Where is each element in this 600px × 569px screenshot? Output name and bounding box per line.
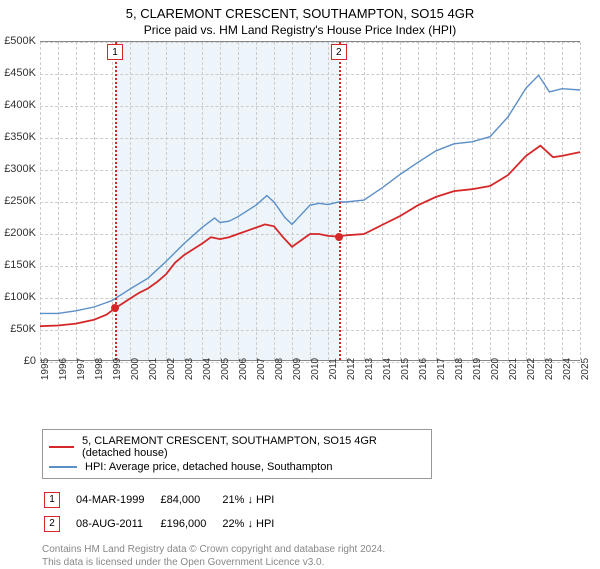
legend-swatch <box>49 446 74 448</box>
x-axis-label: 2001 <box>148 358 159 380</box>
chart-title: 5, CLAREMONT CRESCENT, SOUTHAMPTON, SO15… <box>0 0 600 21</box>
x-axis-label: 2007 <box>256 358 267 380</box>
x-axis-label: 2025 <box>580 358 591 380</box>
y-axis-label: £400K <box>4 99 36 111</box>
event-row: 2 08-AUG-2011£196,00022% ↓ HPI <box>44 513 288 535</box>
event-price: £196,000 <box>160 513 220 535</box>
x-axis-label: 2020 <box>490 358 501 380</box>
footnote: Contains HM Land Registry data © Crown c… <box>42 543 562 569</box>
event-index-box: 1 <box>44 492 60 508</box>
x-axis-label: 2018 <box>454 358 465 380</box>
event-row: 1 04-MAR-1999£84,00021% ↓ HPI <box>44 489 288 511</box>
x-axis-label: 2013 <box>364 358 375 380</box>
x-axis-label: 2022 <box>526 358 537 380</box>
line-series-svg <box>40 42 580 362</box>
x-axis-label: 2010 <box>310 358 321 380</box>
y-axis-label: £150K <box>4 259 36 271</box>
y-axis-label: £0 <box>24 355 36 367</box>
x-axis-label: 1998 <box>94 358 105 380</box>
x-axis-label: 2011 <box>328 358 339 380</box>
y-axis-label: £450K <box>4 67 36 79</box>
x-axis-label: 2009 <box>292 358 303 380</box>
y-axis-label: £300K <box>4 163 36 175</box>
x-axis-label: 2024 <box>562 358 573 380</box>
footnote-line-1: Contains HM Land Registry data © Crown c… <box>42 544 385 555</box>
chart-subtitle: Price paid vs. HM Land Registry's House … <box>0 21 600 41</box>
plot-area: 12 <box>40 41 580 361</box>
chart-area: £0£50K£100K£150K£200K£250K£300K£350K£400… <box>40 41 600 381</box>
legend-row: HPI: Average price, detached house, Sout… <box>49 460 425 474</box>
x-axis-label: 2016 <box>418 358 429 380</box>
y-axis-label: £200K <box>4 227 36 239</box>
gridline-v <box>580 42 581 360</box>
event-box-2: 2 <box>331 44 347 60</box>
x-axis-label: 2003 <box>184 358 195 380</box>
y-axis-label: £100K <box>4 291 36 303</box>
legend: 5, CLAREMONT CRESCENT, SOUTHAMPTON, SO15… <box>42 429 432 479</box>
event-price: £84,000 <box>160 489 220 511</box>
series-hpi <box>40 75 580 313</box>
event-index-box: 2 <box>44 516 60 532</box>
footnote-line-2: This data is licensed under the Open Gov… <box>42 557 324 568</box>
legend-swatch <box>49 466 77 468</box>
x-axis-labels: 1995199619971998199920002001200220032004… <box>40 363 580 403</box>
x-axis-label: 2015 <box>400 358 411 380</box>
x-axis-label: 1996 <box>58 358 69 380</box>
x-axis-label: 1995 <box>40 358 51 380</box>
x-axis-label: 2005 <box>220 358 231 380</box>
event-line-1 <box>115 42 117 360</box>
x-axis-label: 2017 <box>436 358 447 380</box>
event-delta: 21% ↓ HPI <box>222 489 288 511</box>
x-axis-label: 1997 <box>76 358 87 380</box>
x-axis-label: 1999 <box>112 358 123 380</box>
x-axis-label: 2021 <box>508 358 519 380</box>
x-axis-label: 2014 <box>382 358 393 380</box>
x-axis-label: 2002 <box>166 358 177 380</box>
events-table: 1 04-MAR-1999£84,00021% ↓ HPI 2 08-AUG-2011… <box>42 487 290 537</box>
y-axis-label: £250K <box>4 195 36 207</box>
event-marker-1 <box>111 304 119 312</box>
x-axis-label: 2006 <box>238 358 249 380</box>
x-axis-label: 2008 <box>274 358 285 380</box>
x-axis-label: 2000 <box>130 358 141 380</box>
event-date: 04-MAR-1999 <box>76 489 158 511</box>
legend-row: 5, CLAREMONT CRESCENT, SOUTHAMPTON, SO15… <box>49 434 425 460</box>
x-axis-label: 2023 <box>544 358 555 380</box>
event-delta: 22% ↓ HPI <box>222 513 288 535</box>
legend-label: 5, CLAREMONT CRESCENT, SOUTHAMPTON, SO15… <box>82 435 425 459</box>
chart-container: 5, CLAREMONT CRESCENT, SOUTHAMPTON, SO15… <box>0 0 600 560</box>
y-axis-label: £350K <box>4 131 36 143</box>
series-property <box>40 146 580 327</box>
legend-label: HPI: Average price, detached house, Sout… <box>85 461 332 473</box>
event-box-1: 1 <box>107 44 123 60</box>
event-line-2 <box>339 42 341 360</box>
x-axis-label: 2012 <box>346 358 357 380</box>
event-marker-2 <box>335 233 343 241</box>
x-axis-label: 2019 <box>472 358 483 380</box>
y-axis-label: £500K <box>4 35 36 47</box>
x-axis-label: 2004 <box>202 358 213 380</box>
event-date: 08-AUG-2011 <box>76 513 158 535</box>
y-axis-labels: £0 £50K £100K £150K £200K £250K £300K £350K £400… <box>0 41 38 381</box>
y-axis-label: £50K <box>10 323 36 335</box>
